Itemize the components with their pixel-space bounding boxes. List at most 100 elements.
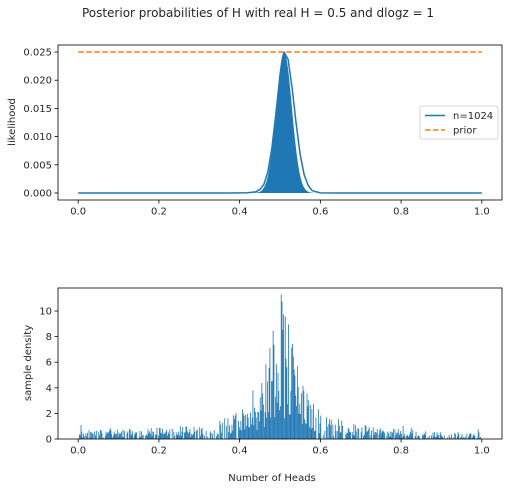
histogram-bar bbox=[411, 433, 413, 439]
histogram-bar bbox=[297, 387, 299, 439]
histogram-bar bbox=[303, 390, 305, 439]
histogram-bar bbox=[363, 435, 364, 439]
histogram-bar bbox=[390, 437, 392, 439]
histogram-bar bbox=[292, 343, 293, 439]
histogram-bar bbox=[464, 436, 466, 439]
histogram-bar bbox=[281, 301, 283, 439]
sample-density-y-tick-label: 2 bbox=[46, 409, 52, 420]
histogram-bar bbox=[120, 431, 122, 439]
histogram-bar bbox=[134, 433, 136, 439]
histogram-bar bbox=[95, 430, 97, 439]
histogram-bar bbox=[133, 435, 135, 439]
histogram-bar bbox=[277, 372, 279, 439]
histogram-bar bbox=[337, 431, 339, 439]
histogram-bar bbox=[229, 433, 231, 439]
histogram-bar bbox=[272, 330, 274, 439]
histogram-bar bbox=[190, 436, 192, 439]
histogram-bar bbox=[335, 431, 337, 439]
histogram-bar bbox=[191, 433, 193, 439]
histogram-bar bbox=[245, 414, 247, 439]
histogram-bar bbox=[455, 434, 456, 439]
histogram-bar bbox=[182, 427, 184, 439]
histogram-bar bbox=[302, 385, 304, 439]
likelihood-x-axis: 0.0 0.2 0.4 0.6 0.8 1.0 bbox=[70, 200, 490, 218]
histogram-bar bbox=[275, 396, 276, 439]
histogram-bar bbox=[304, 419, 306, 439]
histogram-bar bbox=[346, 432, 348, 439]
histogram-bar bbox=[167, 432, 169, 439]
histogram-bar bbox=[439, 432, 441, 439]
histogram-bar bbox=[177, 434, 179, 439]
histogram-bar bbox=[150, 433, 151, 439]
histogram-bar bbox=[83, 436, 85, 439]
histogram-bar bbox=[409, 434, 410, 439]
histogram-bar bbox=[376, 429, 378, 439]
histogram-bar bbox=[147, 429, 149, 439]
histogram-bar bbox=[405, 435, 407, 439]
histogram-bar bbox=[95, 435, 96, 439]
histogram-bar bbox=[363, 434, 365, 439]
histogram-bar bbox=[108, 431, 110, 439]
histogram-bar bbox=[121, 437, 123, 439]
histogram-bar bbox=[426, 437, 428, 439]
histogram-bar bbox=[380, 428, 381, 439]
histogram-bar bbox=[204, 435, 205, 439]
likelihood-y-tick-label: 0.000 bbox=[23, 188, 52, 199]
histogram-bar bbox=[104, 436, 106, 439]
histogram-bar bbox=[448, 434, 450, 439]
histogram-bar bbox=[406, 434, 408, 439]
histogram-bar bbox=[209, 431, 211, 439]
histogram-bar bbox=[169, 429, 171, 439]
histogram-bar bbox=[179, 426, 181, 439]
histogram-bar bbox=[228, 432, 230, 439]
histogram-bar bbox=[299, 403, 301, 439]
histogram-bar bbox=[173, 431, 175, 439]
histogram-bar bbox=[284, 418, 285, 439]
histogram-bar bbox=[293, 369, 295, 439]
histogram-bar bbox=[109, 428, 111, 439]
histogram-bar bbox=[254, 407, 255, 439]
histogram-bar bbox=[274, 417, 276, 439]
histogram-bar bbox=[295, 395, 297, 439]
histogram-bar bbox=[264, 412, 266, 439]
histogram-bar bbox=[107, 432, 109, 439]
histogram-bar bbox=[257, 411, 259, 439]
histogram-bar bbox=[259, 397, 261, 439]
sample-density-x-tick-label: 0.4 bbox=[232, 446, 248, 457]
histogram-bar bbox=[129, 429, 131, 439]
sample-density-x-axis: 0.0 0.2 0.4 0.6 0.8 1.0 bbox=[70, 439, 490, 457]
histogram-bar bbox=[469, 434, 471, 439]
histogram-bar bbox=[375, 432, 377, 439]
histogram-bar bbox=[476, 437, 478, 439]
histogram-bar bbox=[171, 428, 173, 439]
histogram-bar bbox=[407, 436, 409, 439]
histogram-bar bbox=[139, 431, 141, 439]
histogram-bar bbox=[238, 420, 239, 439]
histogram-bar bbox=[385, 435, 387, 439]
histogram-bar bbox=[246, 425, 247, 439]
histogram-bar bbox=[300, 414, 301, 439]
histogram-bar bbox=[230, 432, 232, 439]
histogram-bar bbox=[103, 437, 105, 439]
sample-density-x-tick-label: 0.0 bbox=[70, 446, 86, 457]
histogram-bar bbox=[367, 429, 369, 439]
histogram-bar bbox=[400, 430, 402, 439]
histogram-bar bbox=[116, 429, 118, 439]
likelihood-x-tick-label: 0.8 bbox=[393, 207, 409, 218]
histogram-bar bbox=[217, 433, 218, 439]
histogram-bar bbox=[253, 425, 255, 439]
histogram-bar bbox=[328, 423, 330, 439]
sample-density-y-tick-label: 10 bbox=[39, 307, 52, 318]
sample-density-y-tick-label: 0 bbox=[46, 435, 52, 446]
histogram-bar bbox=[141, 435, 143, 439]
histogram-bar bbox=[188, 431, 190, 439]
histogram-bar bbox=[187, 431, 188, 439]
histogram-bar bbox=[298, 413, 300, 439]
histogram-bar bbox=[392, 432, 394, 439]
histogram-bar bbox=[388, 433, 389, 439]
histogram-bar bbox=[396, 433, 398, 439]
histogram-bar bbox=[338, 419, 339, 439]
histogram-bar bbox=[192, 435, 193, 439]
histogram-bar bbox=[105, 431, 107, 439]
histogram-bar bbox=[374, 431, 376, 439]
